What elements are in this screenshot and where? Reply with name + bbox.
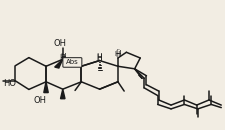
Text: H̄: H̄ — [58, 54, 64, 63]
Text: Abs: Abs — [66, 59, 78, 66]
Polygon shape — [44, 82, 48, 93]
Text: Ḣ: Ḣ — [115, 50, 120, 59]
Text: H: H — [60, 53, 65, 62]
Polygon shape — [54, 59, 63, 68]
Text: HO: HO — [4, 79, 17, 88]
Text: Ḣ: Ḣ — [114, 50, 119, 57]
Text: H: H — [96, 54, 101, 63]
Polygon shape — [60, 89, 65, 99]
FancyBboxPatch shape — [63, 58, 81, 67]
Text: H: H — [96, 53, 102, 62]
Text: OH: OH — [34, 96, 47, 105]
Text: OH: OH — [53, 39, 66, 48]
